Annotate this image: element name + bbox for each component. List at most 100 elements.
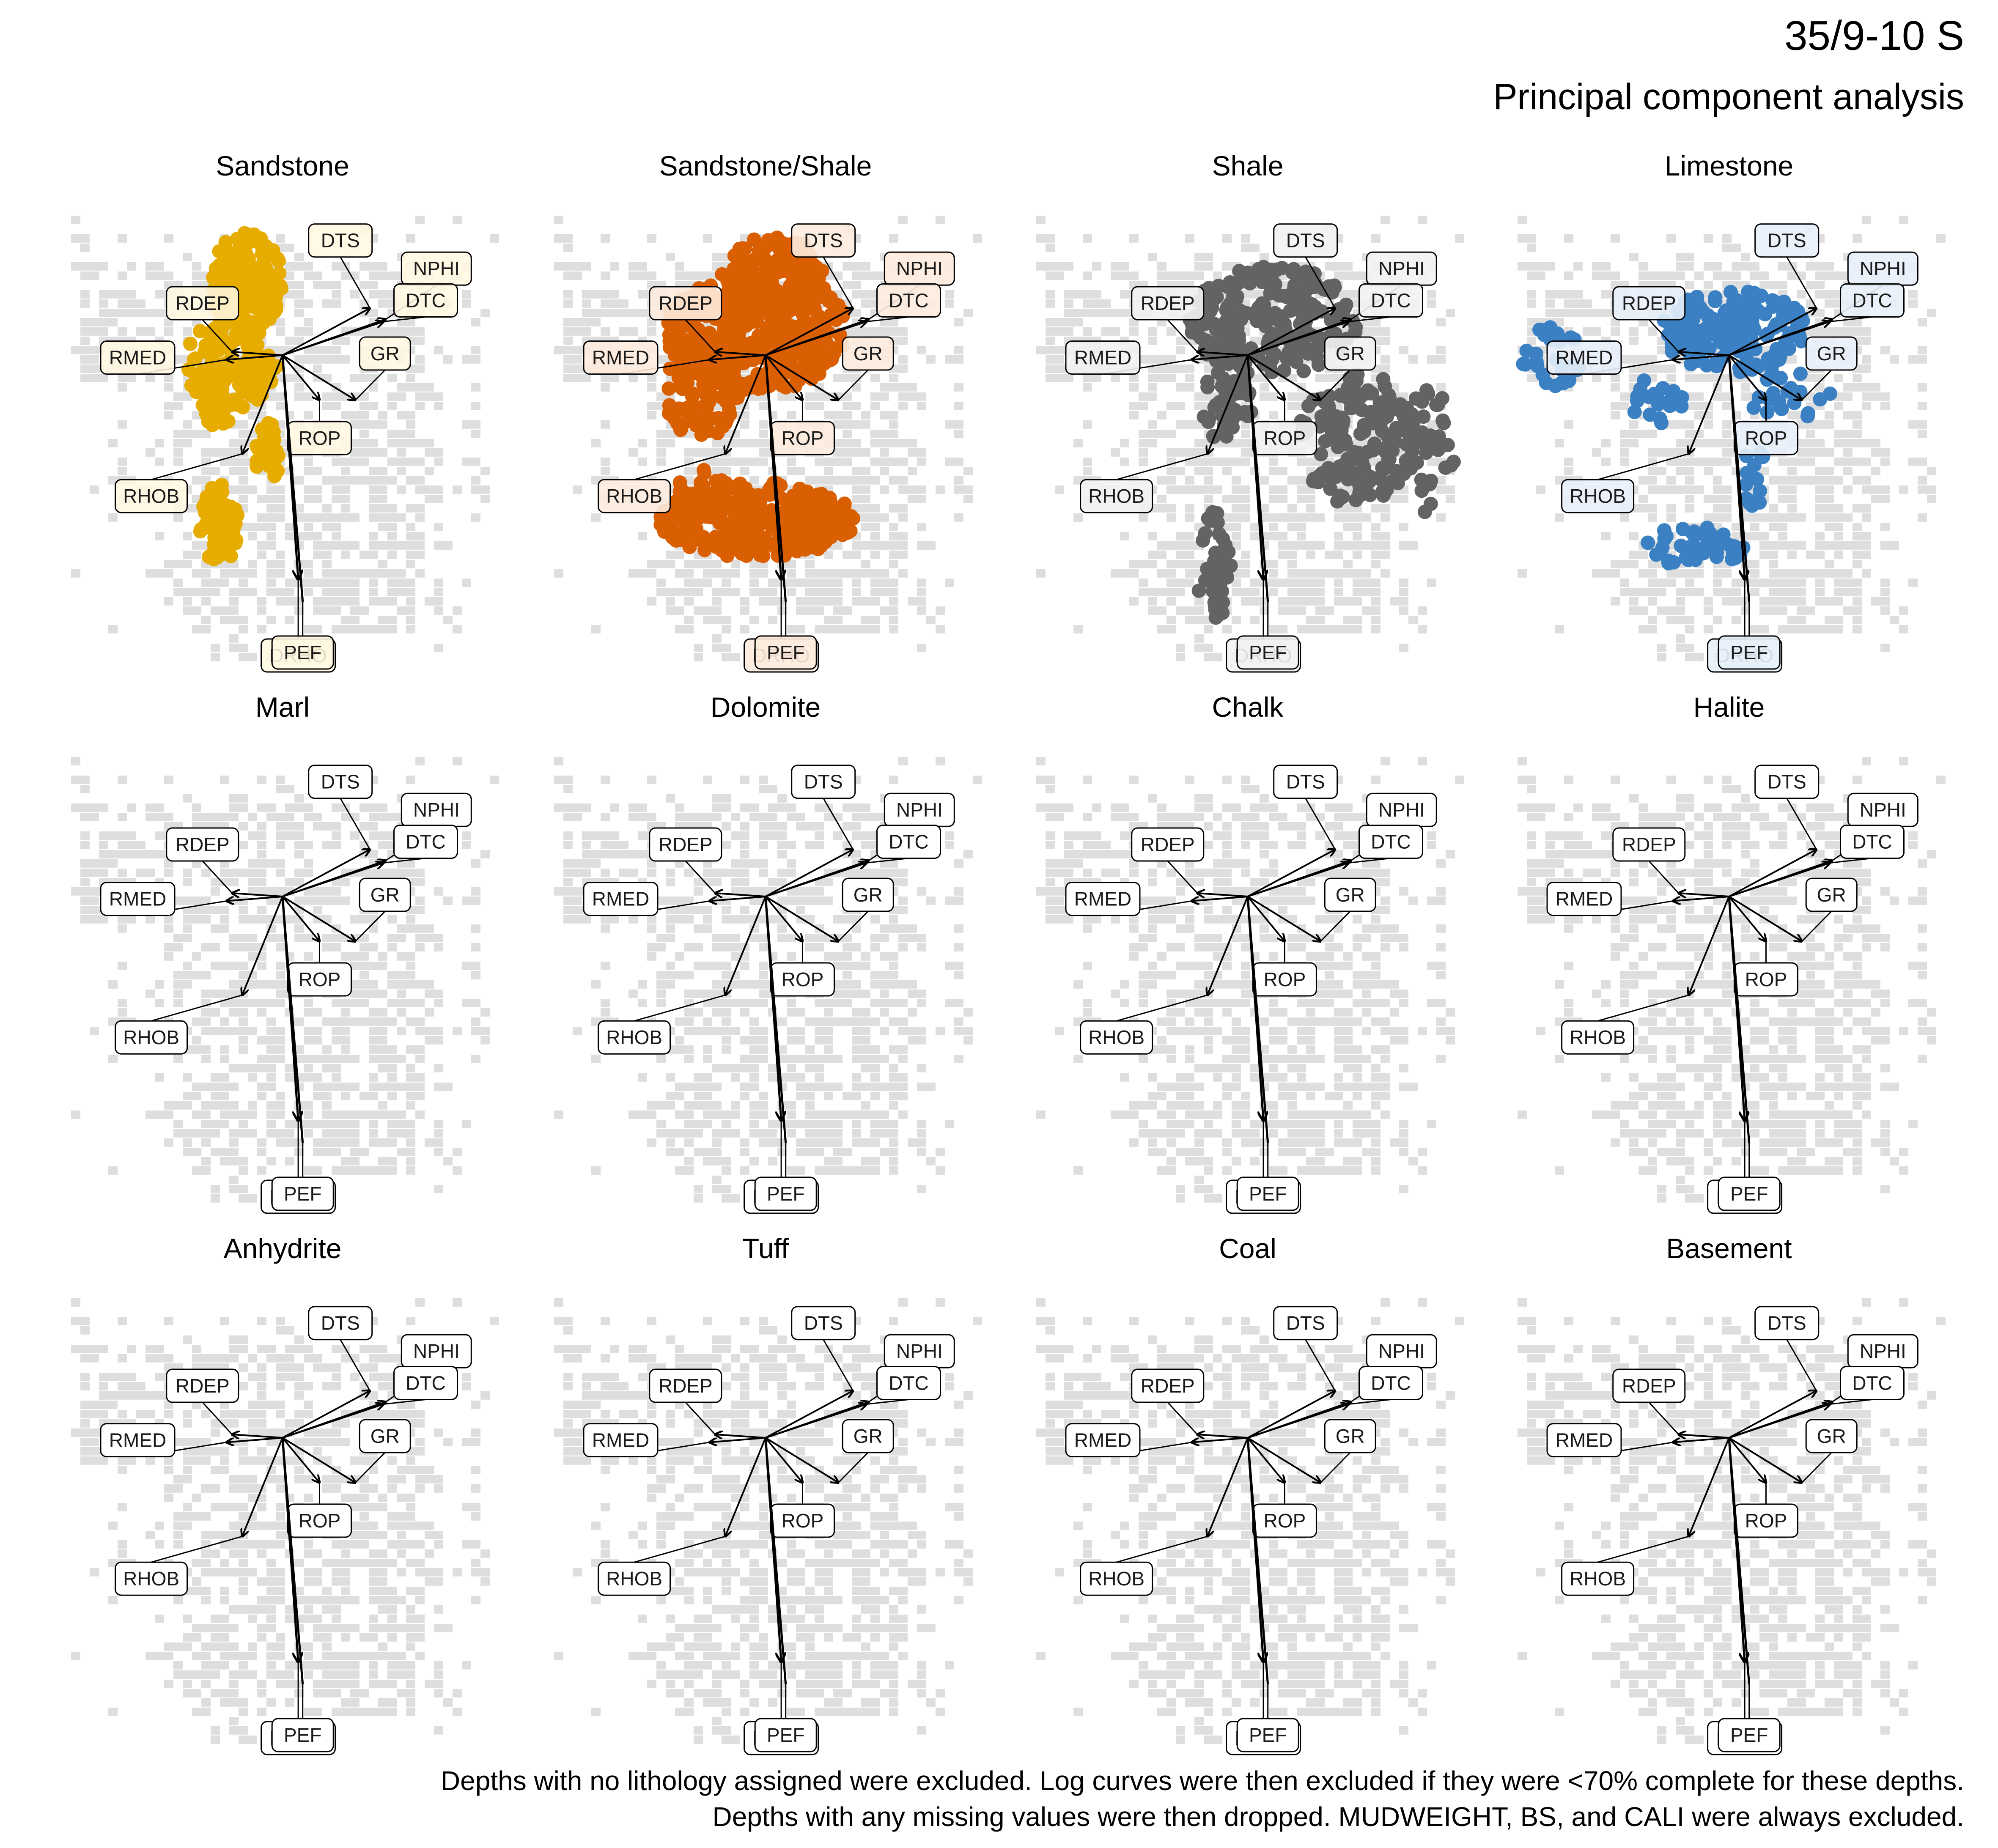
- loading-label-dtc: DTC: [406, 290, 446, 312]
- loading-label-rop: ROP: [1264, 1510, 1306, 1532]
- loading-label-dts: DTS: [1767, 771, 1806, 793]
- loading-label-dts: DTS: [1767, 230, 1806, 252]
- loading-label-dtc: DTC: [889, 290, 929, 312]
- data-point: [1430, 398, 1445, 412]
- loading-arrow-rop: [282, 354, 319, 400]
- loading-label-rop: ROP: [1745, 427, 1787, 449]
- data-point: [693, 335, 708, 350]
- data-point: [820, 336, 834, 351]
- loading-label-nphi: NPHI: [896, 1340, 943, 1362]
- data-point: [1732, 315, 1746, 330]
- data-point: [699, 367, 714, 382]
- data-point: [1277, 318, 1292, 333]
- data-point: [1191, 583, 1206, 598]
- data-point: [233, 233, 247, 248]
- loading-label-gr: GR: [854, 343, 883, 365]
- data-point: [661, 381, 676, 396]
- data-point: [1376, 488, 1391, 503]
- data-point: [1765, 293, 1780, 308]
- data-point: [1226, 290, 1241, 305]
- data-point: [1727, 539, 1742, 554]
- data-point: [1738, 332, 1753, 347]
- loading-label-rhob: RHOB: [1570, 1026, 1626, 1048]
- data-point: [1234, 312, 1249, 327]
- data-point: [203, 372, 218, 387]
- data-point: [199, 495, 214, 510]
- data-point: [1286, 346, 1301, 361]
- data-point: [705, 335, 720, 349]
- loading-label-gr: GR: [854, 884, 883, 906]
- loading-label-pef: PEF: [1249, 1183, 1287, 1205]
- label-connector: [383, 316, 426, 322]
- loading-label-gr: GR: [1817, 884, 1846, 906]
- observations-sandstone: [181, 226, 289, 567]
- data-point: [806, 508, 821, 523]
- data-point: [1299, 305, 1314, 320]
- facet-title: Marl: [255, 691, 310, 723]
- data-point: [1297, 289, 1312, 304]
- data-point: [251, 288, 266, 302]
- data-point: [823, 530, 838, 545]
- loading-label-nphi: NPHI: [1378, 1340, 1425, 1362]
- data-point: [228, 369, 243, 384]
- loading-label-nphi: NPHI: [1860, 1340, 1906, 1362]
- data-point: [730, 326, 745, 340]
- loading-label-rop: ROP: [1264, 427, 1306, 449]
- loading-label-rdep: RDEP: [659, 834, 713, 855]
- loading-label-nphi: NPHI: [413, 1340, 460, 1362]
- loading-label-rdep: RDEP: [1622, 292, 1676, 314]
- data-point: [1519, 343, 1534, 358]
- data-point: [759, 277, 774, 292]
- data-point: [1362, 474, 1377, 489]
- data-point: [793, 511, 807, 526]
- data-point: [723, 380, 738, 395]
- facet-shale: ShaleDTSNPHIDTCRDEPRMEDGRRHOBROPDRHOPEF: [1036, 150, 1464, 673]
- loading-label-pef: PEF: [1249, 642, 1287, 664]
- data-point: [1709, 549, 1724, 564]
- label-box-dts: [791, 223, 856, 258]
- data-point: [187, 352, 201, 367]
- label-connector: [355, 369, 386, 401]
- data-point: [1556, 376, 1570, 391]
- facet-halite: HaliteDTSNPHIDTCRDEPRMEDGRRHOBROPDRHOPEF: [1518, 691, 1946, 1214]
- facet-limestone: LimestoneDTSNPHIDTCRDEPRMEDGRRHOBROPDRHO…: [1516, 150, 1946, 673]
- data-point: [821, 353, 836, 368]
- loading-label-pef: PEF: [284, 642, 321, 664]
- data-point: [242, 373, 257, 387]
- data-point: [1348, 370, 1363, 384]
- loading-label-rhob: RHOB: [1088, 1568, 1144, 1590]
- data-point: [1268, 306, 1282, 321]
- data-point: [1306, 472, 1321, 486]
- loading-label-gr: GR: [371, 1425, 400, 1447]
- data-point: [1722, 335, 1737, 350]
- loading-label-dts: DTS: [321, 1312, 360, 1334]
- data-point: [1630, 389, 1645, 404]
- loading-label-rhob: RHOB: [1570, 1568, 1626, 1590]
- data-point: [727, 391, 741, 406]
- loading-arrow-rhob: [242, 355, 283, 454]
- label-connector: [1597, 453, 1689, 480]
- data-point: [811, 542, 826, 557]
- label-box-rdep: [166, 286, 239, 321]
- data-point: [1800, 409, 1815, 424]
- data-point: [727, 515, 742, 529]
- data-point: [1357, 387, 1372, 401]
- loading-label-pef: PEF: [284, 1183, 321, 1205]
- data-point: [733, 476, 747, 491]
- loading-label-rmed: RMED: [1556, 347, 1613, 369]
- loading-vectors: DTSNPHIDTCRDEPRMEDGRRHOBROPDRHOPEF: [583, 223, 955, 673]
- data-point: [680, 375, 695, 390]
- facet-marl: MarlDTSNPHIDTCRDEPRMEDGRRHOBROPDRHOPEF: [71, 691, 499, 1214]
- data-point: [1340, 468, 1355, 483]
- data-point: [1378, 461, 1393, 476]
- data-point: [1436, 416, 1451, 430]
- label-box-rmed: [100, 340, 176, 375]
- data-point: [735, 241, 750, 256]
- data-point: [271, 254, 286, 269]
- data-point: [1772, 399, 1787, 414]
- data-point: [238, 288, 253, 303]
- loading-arrow-dts: [765, 308, 853, 356]
- data-point: [1742, 496, 1757, 510]
- loading-arrow-rmed: [710, 354, 766, 360]
- label-box-dts: [308, 223, 373, 258]
